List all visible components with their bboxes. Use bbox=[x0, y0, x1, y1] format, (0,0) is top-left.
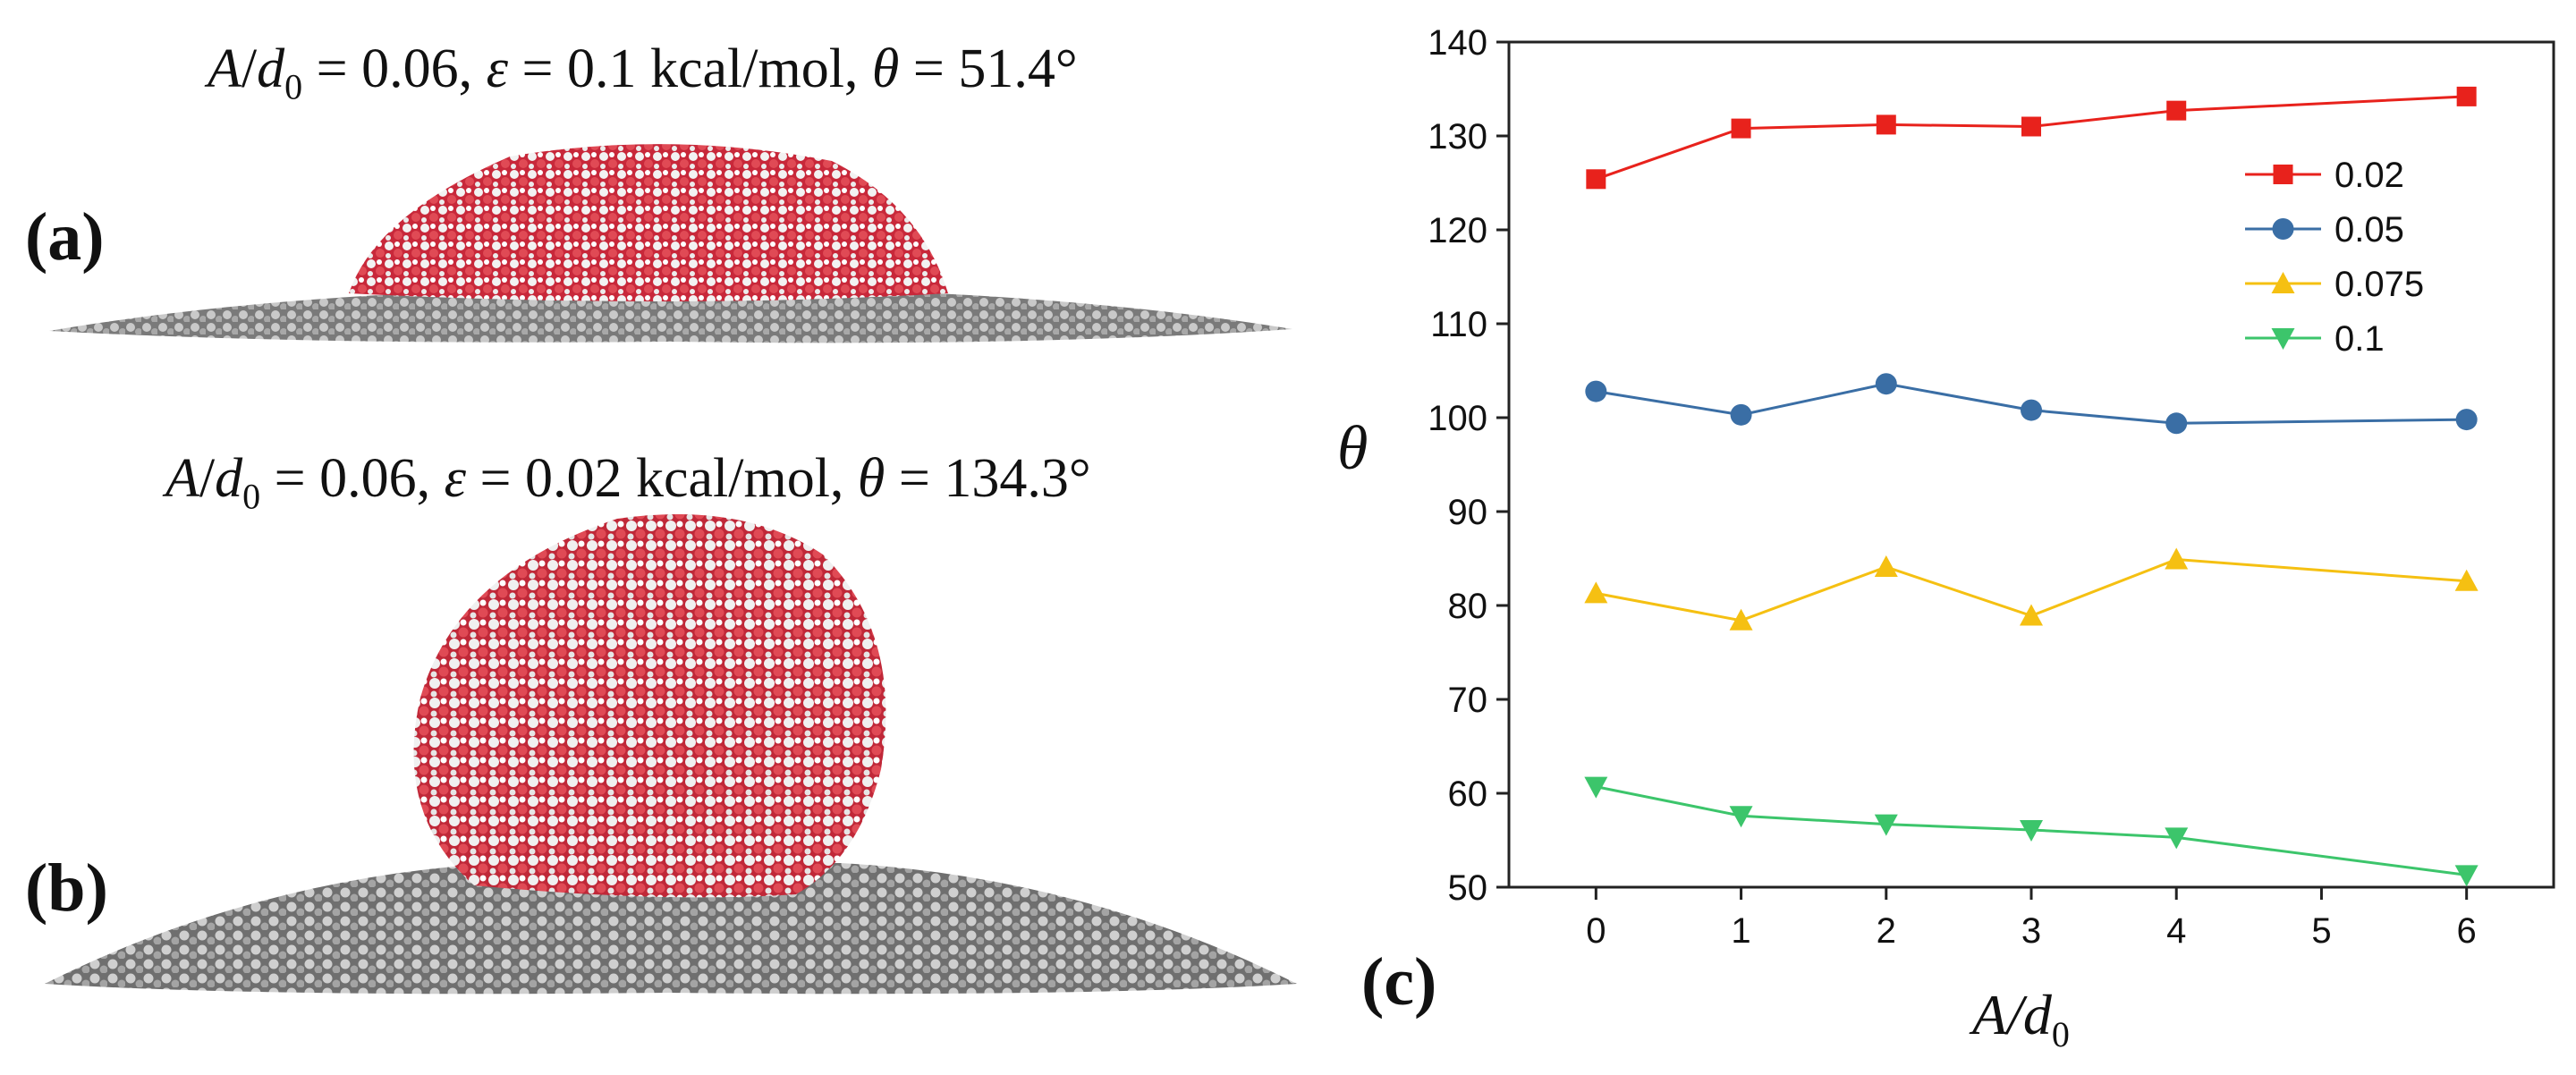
y-tick-label: 110 bbox=[1430, 305, 1487, 344]
caption-a: A/d0 = 0.06, ε = 0.1 kcal/mol, θ = 51.4° bbox=[208, 38, 1078, 107]
caption-b: A/d0 = 0.06, ε = 0.02 kcal/mol, θ = 134.… bbox=[165, 448, 1091, 517]
data-point-0.075 bbox=[1874, 554, 1898, 577]
legend-marker-0.02 bbox=[2273, 165, 2293, 184]
y-tick-label: 80 bbox=[1448, 587, 1488, 626]
contact-angle-chart: 0 1 2 3 4 5 6 50 60 70 80 90 100 110 120 130 140 0.02 0.05… bbox=[1428, 23, 2555, 951]
data-point-0.075 bbox=[1729, 608, 1753, 631]
data-point-0.1 bbox=[1874, 814, 1898, 836]
panel-label-c: (c) bbox=[1361, 944, 1437, 1020]
data-point-0.02 bbox=[2456, 86, 2477, 106]
substrate-a bbox=[49, 287, 1292, 343]
y-tick-label: 140 bbox=[1428, 23, 1487, 63]
data-point-0.02 bbox=[2166, 100, 2187, 121]
data-point-0.075 bbox=[2020, 604, 2043, 626]
data-point-0.05 bbox=[2455, 409, 2478, 431]
droplet-illustration-a bbox=[49, 144, 1292, 343]
y-tick-label: 70 bbox=[1448, 681, 1488, 720]
x-tick-label: 6 bbox=[2457, 911, 2477, 951]
data-point-0.02 bbox=[2021, 116, 2041, 137]
x-tick-label: 2 bbox=[1877, 911, 1896, 951]
data-point-0.1 bbox=[2165, 827, 2189, 850]
panel-label-b: (b) bbox=[25, 851, 108, 926]
legend-label-0.075: 0.075 bbox=[2334, 265, 2424, 304]
legend-marker-0.05 bbox=[2272, 218, 2294, 240]
panel-label-a: (a) bbox=[25, 199, 105, 275]
y-tick-label: 60 bbox=[1448, 775, 1488, 814]
series-line-0.02 bbox=[1595, 95, 2467, 181]
y-tick-label: 50 bbox=[1448, 868, 1488, 908]
legend-label-0.1: 0.1 bbox=[2334, 319, 2385, 359]
y-tick-label: 120 bbox=[1428, 211, 1487, 250]
legend-label-0.02: 0.02 bbox=[2334, 156, 2404, 195]
water-droplet-b bbox=[413, 514, 886, 898]
legend-label-0.05: 0.05 bbox=[2334, 210, 2404, 250]
water-droplet-a bbox=[349, 144, 948, 301]
x-tick-label: 1 bbox=[1731, 911, 1750, 951]
droplet-illustration-b bbox=[45, 514, 1297, 995]
x-tick-label: 3 bbox=[2021, 911, 2041, 951]
series-line-0.1 bbox=[1596, 785, 2467, 876]
data-point-0.1 bbox=[1584, 776, 1608, 799]
data-point-0.075 bbox=[1584, 581, 1608, 604]
data-point-0.02 bbox=[1731, 118, 1751, 139]
legend-marker-0.1 bbox=[2271, 328, 2295, 350]
y-axis-title: θ bbox=[1337, 414, 1368, 483]
x-tick-label: 0 bbox=[1586, 911, 1606, 951]
x-tick-label: 5 bbox=[2311, 911, 2331, 951]
data-point-0.05 bbox=[2165, 412, 2188, 435]
series-line-0.05 bbox=[1596, 382, 2467, 425]
substrate-b bbox=[45, 863, 1297, 995]
data-point-0.075 bbox=[2454, 569, 2479, 591]
y-tick-label: 90 bbox=[1448, 493, 1488, 532]
data-point-0.05 bbox=[1875, 373, 1897, 395]
data-point-0.075 bbox=[2165, 547, 2189, 570]
x-tick-label: 4 bbox=[2166, 911, 2186, 951]
y-tick-label: 100 bbox=[1428, 399, 1487, 438]
data-point-0.1 bbox=[2020, 819, 2043, 842]
x-axis-title: A/d0 bbox=[1972, 983, 2070, 1054]
data-point-0.05 bbox=[2021, 399, 2042, 421]
data-point-0.05 bbox=[1585, 380, 1607, 402]
data-point-0.02 bbox=[1876, 114, 1896, 135]
data-point-0.1 bbox=[1729, 806, 1753, 828]
data-point-0.1 bbox=[2454, 865, 2479, 887]
legend-marker-0.075 bbox=[2271, 272, 2295, 293]
data-point-0.05 bbox=[1730, 403, 1752, 426]
y-tick-label: 130 bbox=[1428, 117, 1487, 157]
series-line-0.075 bbox=[1596, 558, 2467, 622]
data-point-0.02 bbox=[1586, 169, 1606, 190]
